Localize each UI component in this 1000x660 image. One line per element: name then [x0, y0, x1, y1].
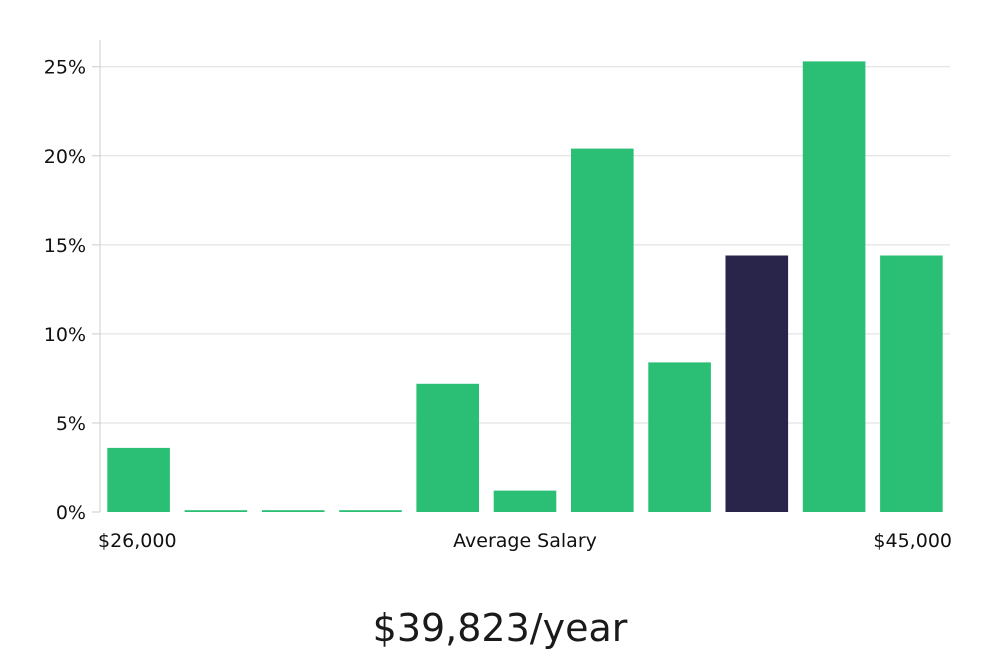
bar-highlighted [725, 255, 789, 512]
bar [648, 362, 711, 512]
bar [802, 61, 866, 513]
y-tick-label: 20% [44, 146, 86, 168]
bars [107, 61, 943, 513]
salary-histogram: 0%5%10%15%20%25% $26,000 Average Salary … [44, 40, 952, 552]
average-salary-value: $39,823/year [372, 606, 628, 650]
bar [493, 490, 557, 512]
y-tick-label: 15% [44, 235, 86, 257]
x-axis-label: Average Salary [453, 530, 597, 552]
y-tick-label: 25% [44, 57, 86, 79]
bar [261, 510, 325, 512]
bar [339, 510, 402, 512]
y-axis-ticks: 0% 5% 10% 15% 20% 25% [44, 57, 100, 524]
y-tick-label: 10% [44, 324, 86, 346]
y-tick-label: 0% [56, 502, 86, 524]
bar [107, 447, 170, 512]
x-max-label: $45,000 [873, 530, 952, 552]
bar [571, 148, 634, 512]
bar [880, 255, 943, 512]
bar [416, 383, 479, 512]
y-tick-label: 5% [56, 413, 86, 435]
bar [184, 510, 248, 512]
x-min-label: $26,000 [98, 530, 177, 552]
